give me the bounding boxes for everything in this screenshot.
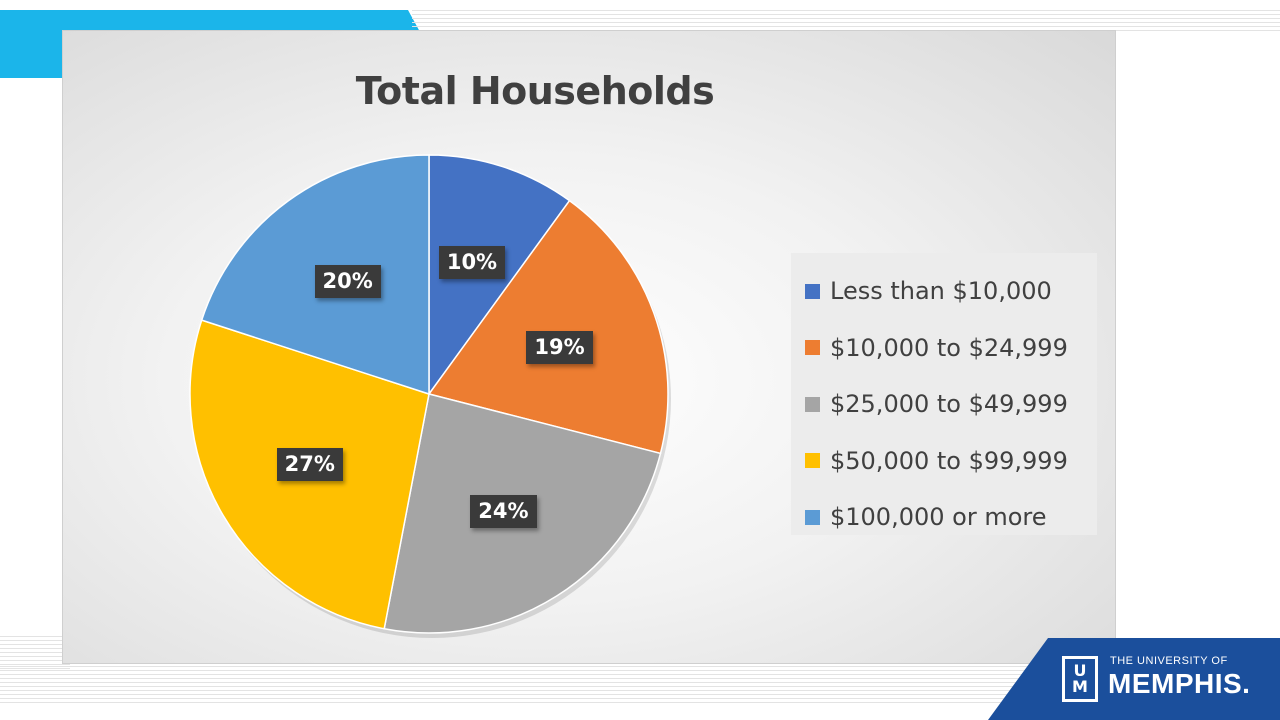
legend-label: $25,000 to $49,999 [830,390,1068,419]
legend-item: $10,000 to $24,999 [805,320,1097,377]
legend-label: $50,000 to $99,999 [830,446,1068,475]
legend-label: Less than $10,000 [830,277,1052,306]
legend-label: $10,000 to $24,999 [830,333,1068,362]
legend-swatch [805,509,820,525]
chart-area: Total Households Less than $10,000 $10,00… [62,30,1116,664]
pie-slice [427,199,669,455]
legend-item: Less than $10,000 [805,263,1097,320]
data-label: 20% [314,265,381,299]
legend-swatch [805,283,820,299]
footer-stripes [0,666,1060,704]
footer-stripes-left [0,636,70,670]
legend-item: $100,000 or more [805,489,1097,546]
chart-title: Total Households [355,69,715,113]
data-label: 19% [526,330,593,364]
data-label: 27% [276,448,343,482]
logo-wordmark: MEMPHIS. [1108,668,1251,699]
legend-item: $25,000 to $49,999 [805,376,1097,433]
legend-swatch [805,396,820,412]
logo-mark-bottom: M [1072,677,1088,696]
logo-small-text: THE UNIVERSITY OF [1110,655,1228,667]
data-label: 10% [438,245,506,279]
legend-swatch [805,340,820,356]
university-logo-mark: U M [1062,656,1098,702]
legend-swatch [805,453,820,469]
legend-label: $100,000 or more [830,503,1047,532]
chart-legend: Less than $10,000 $10,000 to $24,999 $25,0… [791,253,1097,535]
legend-item: $50,000 to $99,999 [805,433,1097,490]
logo-mark-top: U [1073,661,1087,680]
data-label: 24% [470,494,537,528]
header-stripes [412,10,1280,32]
